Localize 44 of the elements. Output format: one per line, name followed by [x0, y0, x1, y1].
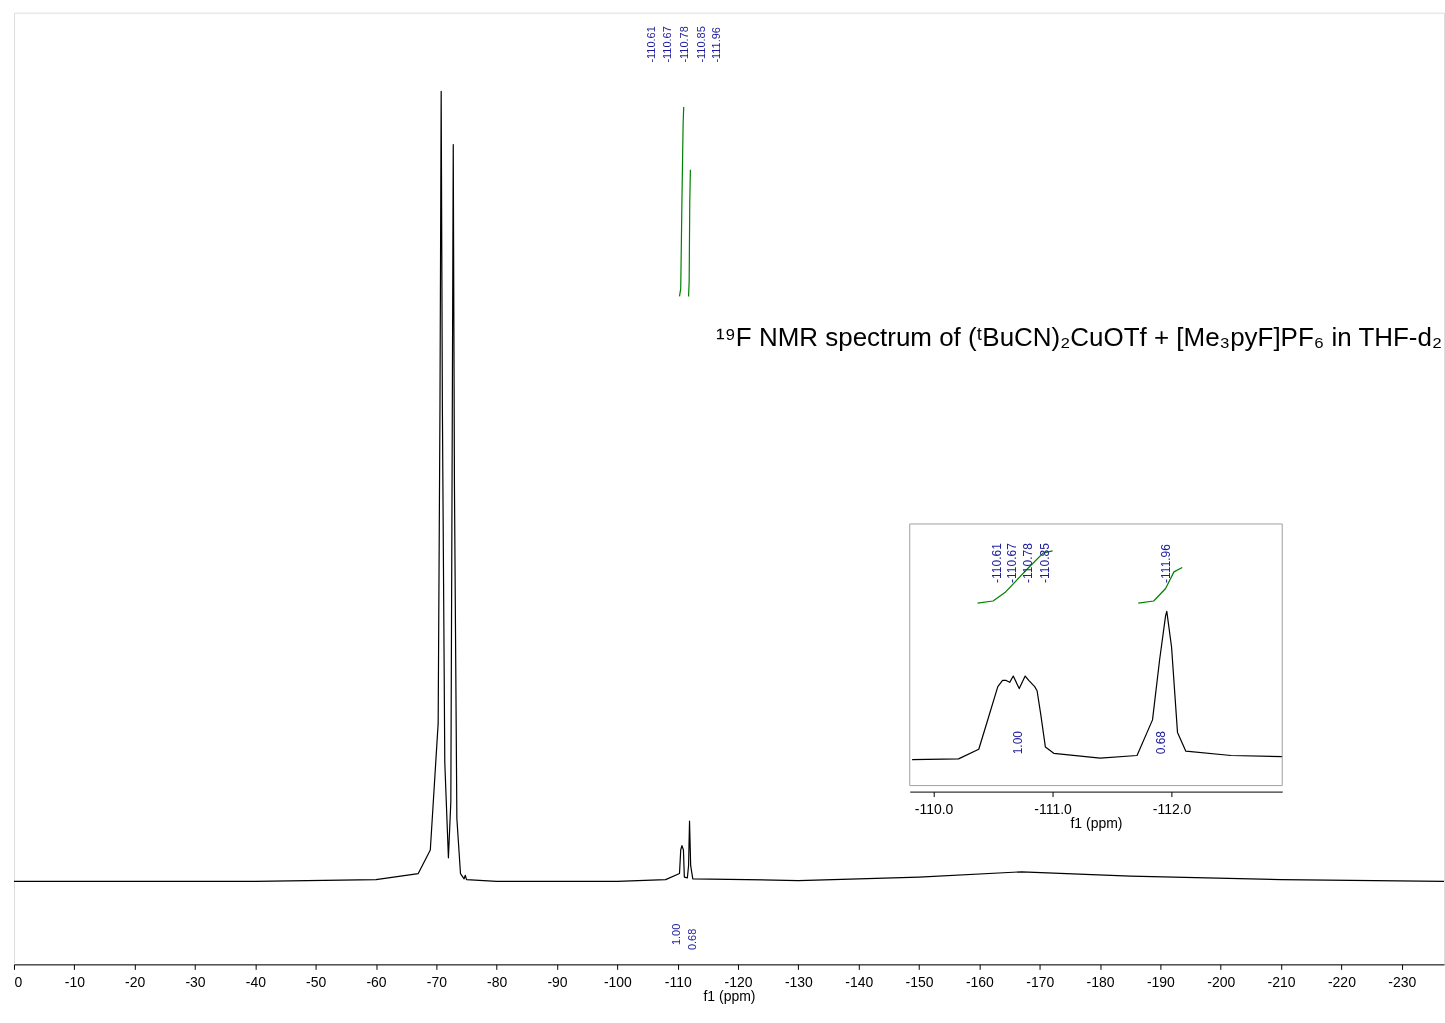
x-tick-label: -20 — [125, 973, 146, 990]
text: -110.85 — [695, 26, 708, 63]
annotation: 0.68 — [1154, 730, 1169, 755]
text: -110.61 — [645, 26, 658, 63]
annotation: 1.00 — [670, 923, 683, 946]
x-tick-label: -210 — [1267, 973, 1296, 990]
x-tick-label: -130 — [784, 973, 814, 990]
annotation: 0.68 — [686, 928, 699, 951]
x-tick-label: -150 — [905, 973, 934, 990]
x-tick-label: -190 — [1146, 973, 1176, 990]
x-tick-label: -90 — [547, 973, 568, 990]
x-tick-label: -170 — [1026, 973, 1055, 990]
x-tick-label: -111.0 — [1034, 801, 1073, 818]
x-tick-label: 0 — [14, 973, 23, 990]
x-tick-label: -80 — [487, 973, 508, 990]
annotation: -110.67 — [1004, 542, 1019, 583]
text: -110.67 — [661, 26, 674, 63]
x-tick-label: -70 — [426, 973, 448, 990]
x-tick-label: -50 — [306, 973, 327, 990]
x-tick-label: -220 — [1327, 973, 1357, 990]
x-tick-label: -110 — [664, 973, 692, 990]
x-tick-label: -10 — [64, 973, 86, 990]
x-tick-label: -30 — [185, 973, 206, 990]
annotation: -110.78 — [1020, 542, 1035, 583]
text: ¹⁹F NMR spectrum of (ᵗBuCN)₂CuOTf + [Me₃pyF]PF₆ in THF-d₂ — [716, 322, 1442, 353]
x-axis-title: f1 (ppm) — [703, 987, 756, 1004]
x-axis-title: f1 (ppm) — [1070, 815, 1123, 832]
x-tick-label: -230 — [1388, 973, 1417, 990]
x-tick-label: -180 — [1086, 973, 1115, 990]
annotation: 1.00 — [1010, 730, 1025, 755]
x-tick-label: -160 — [965, 973, 995, 990]
annotation: -110.85 — [1037, 542, 1052, 583]
x-tick-label: -120 — [724, 973, 753, 990]
x-tick-label: -100 — [603, 973, 633, 990]
text: -111.96 — [710, 27, 722, 63]
x-tick-label: -200 — [1207, 973, 1236, 990]
text: -110.78 — [678, 26, 691, 63]
annotation: -111.96 — [1159, 543, 1174, 583]
x-tick-label: -112.0 — [1152, 801, 1192, 818]
x-tick-label: -40 — [245, 973, 267, 990]
x-tick-label: -60 — [366, 973, 387, 990]
x-tick-label: -110.0 — [914, 801, 954, 818]
x-tick-label: -140 — [845, 973, 874, 990]
annotation: -110.61 — [989, 542, 1004, 583]
